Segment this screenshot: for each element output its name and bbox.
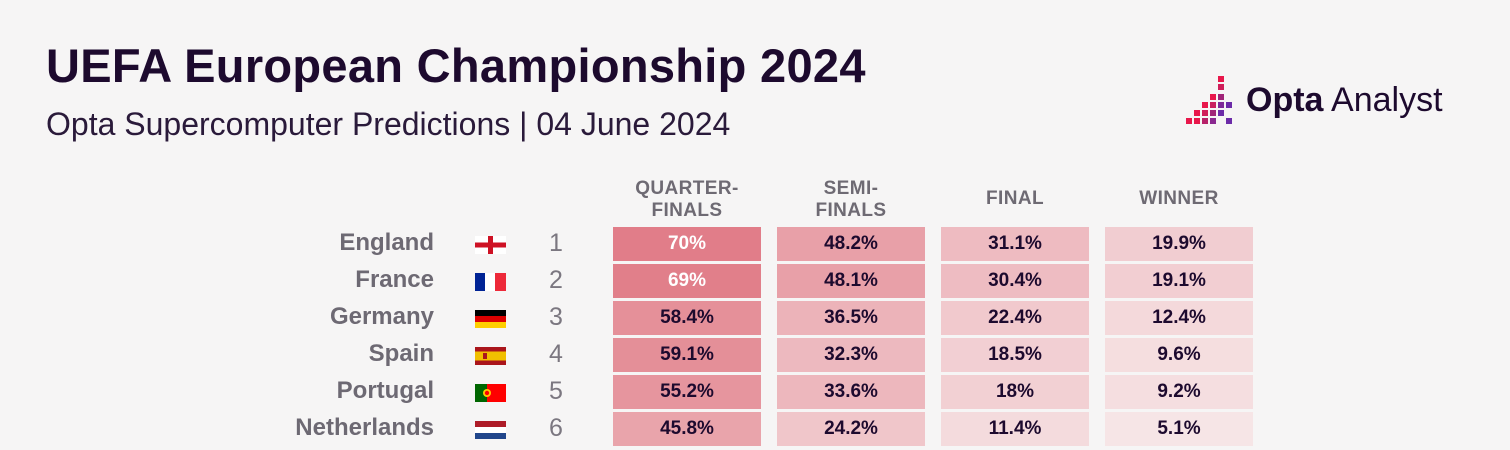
rank-number: 3 — [549, 303, 563, 331]
opta-logo-icon — [1186, 76, 1232, 124]
table-row: Germany 3 58.4% 36.5% 22.4% 12.4% — [0, 301, 1510, 335]
england-flag-icon — [475, 236, 506, 254]
probability-cell: 11.4% — [941, 412, 1089, 446]
probability-cell: 55.2% — [613, 375, 761, 409]
probability-cell: 19.9% — [1105, 227, 1253, 261]
probability-cell: 69% — [613, 264, 761, 298]
probability-cell: 45.8% — [613, 412, 761, 446]
probability-cell: 58.4% — [613, 301, 761, 335]
germany-flag-icon — [475, 310, 506, 328]
probability-cell: 5.1% — [1105, 412, 1253, 446]
probability-cell: 59.1% — [613, 338, 761, 372]
team-name: Spain — [368, 340, 434, 367]
table-row: Netherlands 6 45.8% 24.2% 11.4% 5.1% — [0, 412, 1510, 446]
portugal-flag-icon — [475, 384, 506, 402]
probability-cell: 31.1% — [941, 227, 1089, 261]
chart-title: UEFA European Championship 2024 — [46, 39, 866, 92]
probability-cell: 70% — [613, 227, 761, 261]
probability-cell: 18% — [941, 375, 1089, 409]
team-name: Netherlands — [295, 414, 434, 441]
netherlands-flag-icon — [475, 421, 506, 439]
probability-cell: 36.5% — [777, 301, 925, 335]
probability-cell: 22.4% — [941, 301, 1089, 335]
probability-cell: 30.4% — [941, 264, 1089, 298]
spain-flag-icon — [475, 347, 506, 365]
table-row: Portugal 5 55.2% 33.6% 18% 9.2% — [0, 375, 1510, 409]
column-header-semi-finals: SEMI- FINALS — [815, 178, 887, 221]
probability-cell: 48.1% — [777, 264, 925, 298]
probability-cell: 32.3% — [777, 338, 925, 372]
logo-text: Opta Analyst — [1246, 80, 1443, 119]
team-name: Portugal — [336, 377, 434, 404]
rank-number: 1 — [549, 229, 563, 257]
table-row: Spain 4 59.1% 32.3% 18.5% 9.6% — [0, 338, 1510, 372]
table-row: England 1 70% 48.2% 31.1% 19.9% — [0, 227, 1510, 261]
column-header-quarter-finals: QUARTER- FINALS — [635, 178, 739, 221]
rank-number: 6 — [549, 414, 563, 442]
rank-number: 2 — [549, 266, 563, 294]
column-header-winner: WINNER — [1139, 188, 1219, 209]
probability-cell: 9.6% — [1105, 338, 1253, 372]
france-flag-icon — [475, 273, 506, 291]
probability-cell: 48.2% — [777, 227, 925, 261]
team-name: England — [339, 229, 434, 256]
opta-analyst-logo: Opta Analyst — [1184, 72, 1443, 128]
rank-number: 5 — [549, 377, 563, 405]
team-name: France — [355, 266, 434, 293]
table-row: France 2 69% 48.1% 30.4% 19.1% — [0, 264, 1510, 298]
probability-cell: 24.2% — [777, 412, 925, 446]
chart-subtitle: Opta Supercomputer Predictions | 04 June… — [46, 106, 731, 142]
probability-cell: 18.5% — [941, 338, 1089, 372]
probability-cell: 12.4% — [1105, 301, 1253, 335]
probability-cell: 19.1% — [1105, 264, 1253, 298]
column-header-final: FINAL — [986, 188, 1044, 209]
probability-cell: 9.2% — [1105, 375, 1253, 409]
team-name: Germany — [329, 303, 434, 330]
probability-cell: 33.6% — [777, 375, 925, 409]
rank-number: 4 — [549, 340, 563, 368]
